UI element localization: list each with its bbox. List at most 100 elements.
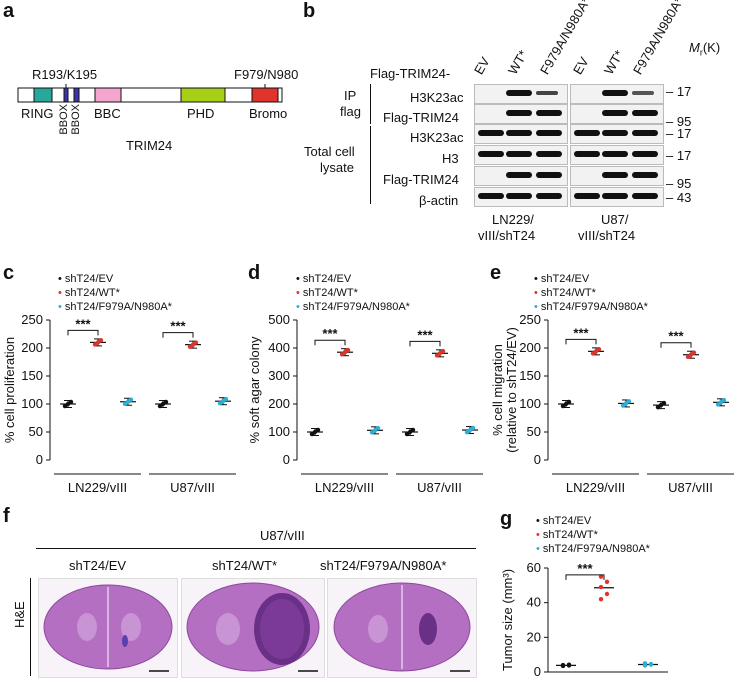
brain-section-mut	[327, 578, 477, 678]
significance-bracket	[67, 329, 99, 336]
significance-bracket	[409, 340, 441, 347]
legend-item-mut: • shT24/F979A/N980A*	[58, 301, 172, 313]
band	[602, 172, 628, 178]
row-label-1: H3K23ac	[410, 90, 464, 105]
histology-label-2: shT24/WT*	[212, 558, 278, 573]
lysate-label-1: Total cell	[304, 144, 355, 159]
legend-item-mut: • shT24/F979A/N980A*	[536, 543, 650, 555]
data-point	[648, 661, 654, 667]
significance-label: ***	[322, 326, 338, 341]
cell-line-label-2b: vIII/shT24	[578, 228, 636, 243]
brain-section-wt	[181, 578, 325, 678]
brain-section-mut-drawing	[333, 582, 471, 672]
legend-item-wt: • shT24/WT*	[296, 287, 358, 299]
group-label: U87/vIII	[668, 480, 713, 495]
y-tick-label: 300	[268, 368, 290, 383]
band	[632, 193, 658, 199]
y-tick-label: 200	[268, 396, 290, 411]
data-point	[98, 338, 104, 343]
data-point	[642, 662, 648, 668]
data-point	[598, 574, 604, 579]
cell-line-label-1b: vIII/shT24	[478, 228, 536, 243]
bromo-label: Bromo	[249, 106, 288, 121]
mr-label: Mr(K)	[689, 40, 721, 58]
data-point	[68, 399, 74, 405]
legend-item-ev: • shT24/EV	[536, 515, 592, 527]
band	[478, 151, 504, 157]
y-axis-label: (relative to shT24/EV)	[504, 327, 519, 453]
data-point	[315, 427, 321, 433]
y-axis-label: Tumor size (mm³)	[500, 569, 515, 671]
bbc-domain	[94, 87, 122, 103]
histology-group-line	[36, 548, 476, 549]
legend-item-mut: • shT24/F979A/N980A*	[534, 301, 648, 313]
y-tick-label: 0	[534, 452, 541, 467]
panel-letter-e: e	[490, 262, 502, 284]
data-point	[598, 584, 604, 590]
y-axis-label: % cell proliferation	[2, 337, 17, 443]
y-tick-label: 50	[527, 424, 541, 439]
histology-group-label: U87/vIII	[260, 528, 305, 543]
row-label-4: H3	[442, 151, 459, 166]
y-axis-label: % soft agar colony	[247, 336, 262, 443]
ip-bracket	[370, 84, 371, 124]
lane-label-4: EV	[570, 54, 592, 77]
data-point	[345, 347, 351, 353]
lane-label-5: WT*	[601, 47, 627, 77]
panel-letter-f: f	[3, 505, 10, 527]
y-tick-label: 150	[21, 368, 43, 383]
group-label: LN229/vIII	[68, 480, 127, 495]
y-tick-label: 200	[21, 340, 43, 355]
significance-bracket	[565, 338, 597, 345]
significance-label: ***	[417, 327, 433, 342]
row-label-3: H3K23ac	[410, 130, 464, 145]
marker-2: – 95	[666, 114, 692, 129]
data-point	[691, 350, 697, 355]
bbox-label-1: BBOX	[58, 104, 70, 135]
ring-domain	[33, 87, 53, 103]
significance-label: ***	[75, 316, 91, 331]
data-point	[128, 397, 134, 402]
y-tick-label: 50	[29, 424, 43, 439]
y-tick-label: 20	[527, 629, 541, 644]
band	[506, 130, 532, 136]
significance-label: ***	[170, 319, 186, 334]
panel-letter-d: d	[248, 262, 261, 284]
phd-domain	[180, 87, 226, 103]
band	[602, 130, 628, 136]
group-label: U87/vIII	[417, 480, 462, 495]
lysate-bracket	[370, 126, 371, 204]
band	[632, 130, 658, 136]
data-point	[604, 591, 610, 597]
significance-bracket	[162, 332, 194, 338]
bbox-domain-2	[73, 87, 80, 103]
y-tick-label: 40	[527, 595, 541, 610]
panel-letter-b: b	[303, 0, 316, 22]
bbox-label-2: BBOX	[70, 104, 82, 135]
row-label-2: Flag-TRIM24	[383, 110, 459, 125]
band	[602, 151, 628, 157]
data-point	[604, 579, 610, 585]
band	[506, 110, 532, 116]
site-label-1: R193/K195	[32, 67, 98, 82]
histology-label-1: shT24/EV	[69, 558, 127, 573]
significance-bracket	[314, 339, 346, 346]
significance-label: ***	[577, 561, 593, 576]
phd-label: PHD	[187, 106, 215, 121]
band	[506, 151, 532, 157]
legend-item-wt: • shT24/WT*	[536, 529, 598, 541]
chart-cell-migration: 0 50 100 150 200 250 % cell migration (relative…	[490, 312, 734, 495]
band	[536, 151, 562, 157]
bbc-label: BBC	[94, 106, 121, 121]
marker-6: – 43	[666, 190, 692, 205]
marker-3: – 17	[666, 126, 692, 141]
marker-4: – 17	[666, 148, 692, 163]
group-label: LN229/vIII	[315, 480, 374, 495]
data-point	[566, 399, 572, 405]
bromo-domain	[251, 87, 279, 103]
legend-item-ev: • shT24/EV	[58, 273, 114, 285]
y-tick-label: 150	[519, 368, 541, 383]
ip-label: IP	[344, 88, 357, 103]
band	[536, 130, 562, 136]
protein-label: TRIM24	[126, 138, 173, 153]
